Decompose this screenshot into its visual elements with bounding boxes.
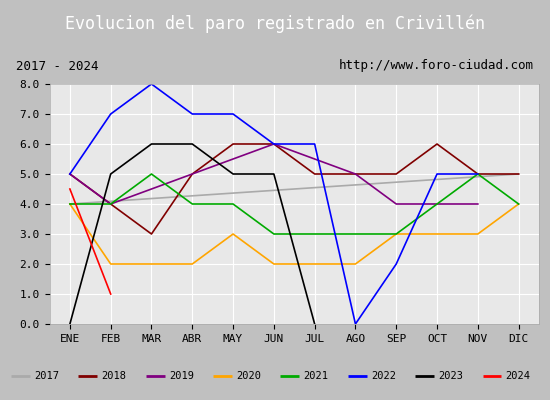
Text: 2024: 2024: [505, 371, 531, 381]
Text: Evolucion del paro registrado en Crivillén: Evolucion del paro registrado en Crivill…: [65, 15, 485, 33]
Text: 2022: 2022: [371, 371, 396, 381]
Text: 2023: 2023: [438, 371, 463, 381]
Text: 2020: 2020: [236, 371, 261, 381]
Text: http://www.foro-ciudad.com: http://www.foro-ciudad.com: [339, 60, 534, 72]
Text: 2018: 2018: [101, 371, 127, 381]
Text: 2017: 2017: [34, 371, 59, 381]
Text: 2019: 2019: [169, 371, 194, 381]
Text: 2021: 2021: [304, 371, 328, 381]
Text: 2017 - 2024: 2017 - 2024: [16, 60, 99, 72]
